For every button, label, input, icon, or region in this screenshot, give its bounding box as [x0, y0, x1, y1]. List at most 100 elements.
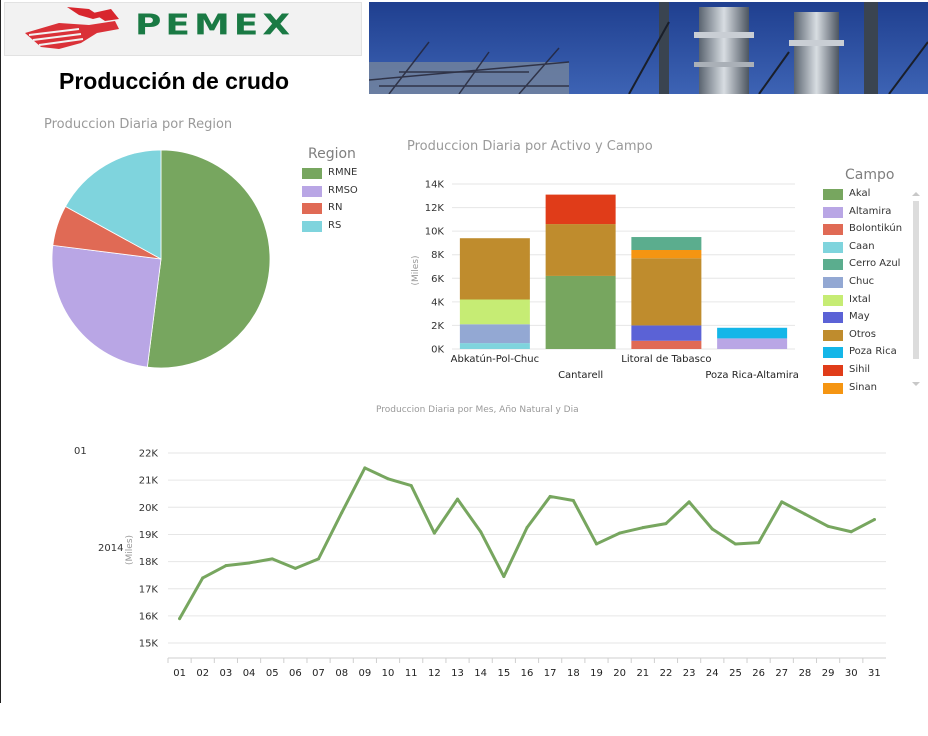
- legend-swatch: [823, 259, 843, 271]
- pie-legend-title: Region: [308, 146, 356, 162]
- refinery-photo: [369, 2, 928, 94]
- line-x-tick-label: 13: [451, 668, 464, 679]
- bar-category-label: Poza Rica-Altamira: [705, 370, 799, 381]
- bar-segment-litoral-de-tabasco-bolontikun[interactable]: [631, 340, 702, 349]
- bar-segment-litoral-de-tabasco-may[interactable]: [631, 325, 702, 341]
- bar-segment-litoral-de-tabasco-otros[interactable]: [631, 258, 702, 326]
- scrollbar-thumb[interactable]: [913, 201, 919, 359]
- line-x-tick-label: 07: [312, 668, 325, 679]
- line-x-tick-label: 21: [636, 668, 649, 679]
- legend-scrollbar[interactable]: [910, 189, 922, 389]
- line-point[interactable]: [178, 617, 182, 621]
- legend-label: Altamira: [849, 205, 892, 217]
- legend-swatch: [823, 189, 843, 200]
- line-point[interactable]: [687, 500, 691, 504]
- line-point[interactable]: [456, 497, 460, 501]
- bar-y-tick-label: 12K: [425, 203, 445, 214]
- line-y-tick-label: 21K: [139, 476, 159, 487]
- bar-y-axis-label: (Miles): [411, 255, 421, 285]
- line-point[interactable]: [270, 557, 274, 561]
- line-point[interactable]: [247, 561, 251, 565]
- line-x-tick-label: 17: [544, 668, 557, 679]
- line-x-tick-label: 24: [706, 668, 719, 679]
- line-point[interactable]: [502, 575, 506, 579]
- legend-label: Sinan: [849, 381, 877, 393]
- legend-label: Bolontikún: [849, 223, 903, 235]
- pemex-logo: PEMEX: [4, 2, 362, 56]
- legend-swatch: [823, 277, 843, 288]
- month-label: 01: [74, 446, 87, 457]
- bar-segment-cantarell-otros[interactable]: [545, 224, 616, 276]
- line-point[interactable]: [548, 494, 552, 498]
- bar-category-label: Abkatún-Pol-Chuc: [451, 353, 539, 365]
- legend-label: May: [849, 311, 870, 323]
- legend-swatch: [823, 347, 843, 359]
- line-point[interactable]: [571, 499, 575, 503]
- bar-segment-poza-rica-altamira-poza-rica[interactable]: [717, 327, 788, 339]
- bar-segment-abkatun-pol-chuc-chuc[interactable]: [459, 324, 530, 344]
- line-point[interactable]: [872, 518, 876, 522]
- line-x-tick-label: 30: [845, 668, 858, 679]
- line-y-axis-label: (Miles): [125, 535, 135, 565]
- line-point[interactable]: [803, 512, 807, 516]
- eagle-logo-icon: [25, 7, 119, 49]
- bar-legend-title: Campo: [845, 167, 895, 183]
- pie-slice-rmne[interactable]: [146, 149, 271, 369]
- line-x-tick-label: 05: [266, 668, 279, 679]
- scroll-up-icon[interactable]: [912, 192, 920, 196]
- bar-y-tick-label: 6K: [431, 274, 444, 285]
- legend-swatch: [823, 206, 843, 218]
- bar-segment-poza-rica-altamira-altamira[interactable]: [717, 338, 788, 349]
- bar-segment-abkatun-pol-chuc-ixtal[interactable]: [459, 299, 530, 325]
- line-point[interactable]: [409, 484, 413, 488]
- scroll-down-icon[interactable]: [912, 382, 920, 386]
- line-point[interactable]: [317, 557, 321, 561]
- legend-label: Sihil: [849, 364, 871, 375]
- line-point[interactable]: [664, 522, 668, 526]
- line-point[interactable]: [386, 477, 390, 481]
- bar-y-tick-label: 10K: [425, 227, 445, 238]
- line-point[interactable]: [710, 527, 714, 531]
- bar-segment-cantarell-akal[interactable]: [545, 275, 616, 349]
- legend-label: Akal: [849, 188, 871, 199]
- legend-label: Poza Rica: [849, 346, 897, 358]
- line-x-tick-label: 16: [521, 668, 534, 679]
- bar-segment-abkatun-pol-chuc-caan[interactable]: [459, 343, 530, 349]
- legend-label: Caan: [849, 240, 875, 252]
- page-title: Producción de crudo: [59, 68, 290, 94]
- line-point[interactable]: [757, 541, 761, 545]
- bar-y-tick-label: 0K: [431, 345, 444, 356]
- line-x-tick-label: 12: [428, 668, 441, 679]
- line-x-tick-label: 14: [474, 668, 487, 679]
- line-point[interactable]: [826, 524, 830, 528]
- bar-segment-cantarell-sihil[interactable]: [545, 194, 616, 225]
- line-point[interactable]: [525, 526, 529, 530]
- bar-segment-litoral-de-tabasco-sinan[interactable]: [631, 250, 702, 259]
- bar-category-label: Cantarell: [558, 370, 603, 381]
- pie-slice-rs[interactable]: [64, 149, 162, 260]
- line-point[interactable]: [780, 500, 784, 504]
- line-x-tick-label: 15: [497, 668, 510, 679]
- line-point[interactable]: [201, 576, 205, 580]
- line-point[interactable]: [340, 511, 344, 515]
- bar-segment-litoral-de-tabasco-cerro-azul[interactable]: [631, 237, 702, 250]
- line-point[interactable]: [733, 542, 737, 546]
- line-point[interactable]: [363, 466, 367, 470]
- legend-swatch: [302, 168, 322, 179]
- line-point[interactable]: [479, 530, 483, 534]
- line-point[interactable]: [224, 564, 228, 568]
- pie-slice-rmso[interactable]: [51, 244, 162, 368]
- bar-y-tick-label: 8K: [431, 250, 444, 261]
- bar-segment-abkatun-pol-chuc-otros[interactable]: [459, 238, 530, 300]
- line-x-tick-label: 04: [243, 668, 256, 679]
- line-point[interactable]: [432, 531, 436, 535]
- line-point[interactable]: [594, 542, 598, 546]
- bar-category-label: Litoral de Tabasco: [621, 354, 711, 365]
- legend-label: Ixtal: [849, 293, 871, 305]
- line-point[interactable]: [849, 530, 853, 534]
- line-series[interactable]: [178, 466, 876, 621]
- line-x-tick-label: 10: [382, 668, 395, 679]
- line-point[interactable]: [293, 566, 297, 570]
- line-point[interactable]: [618, 531, 622, 535]
- line-point[interactable]: [641, 526, 645, 530]
